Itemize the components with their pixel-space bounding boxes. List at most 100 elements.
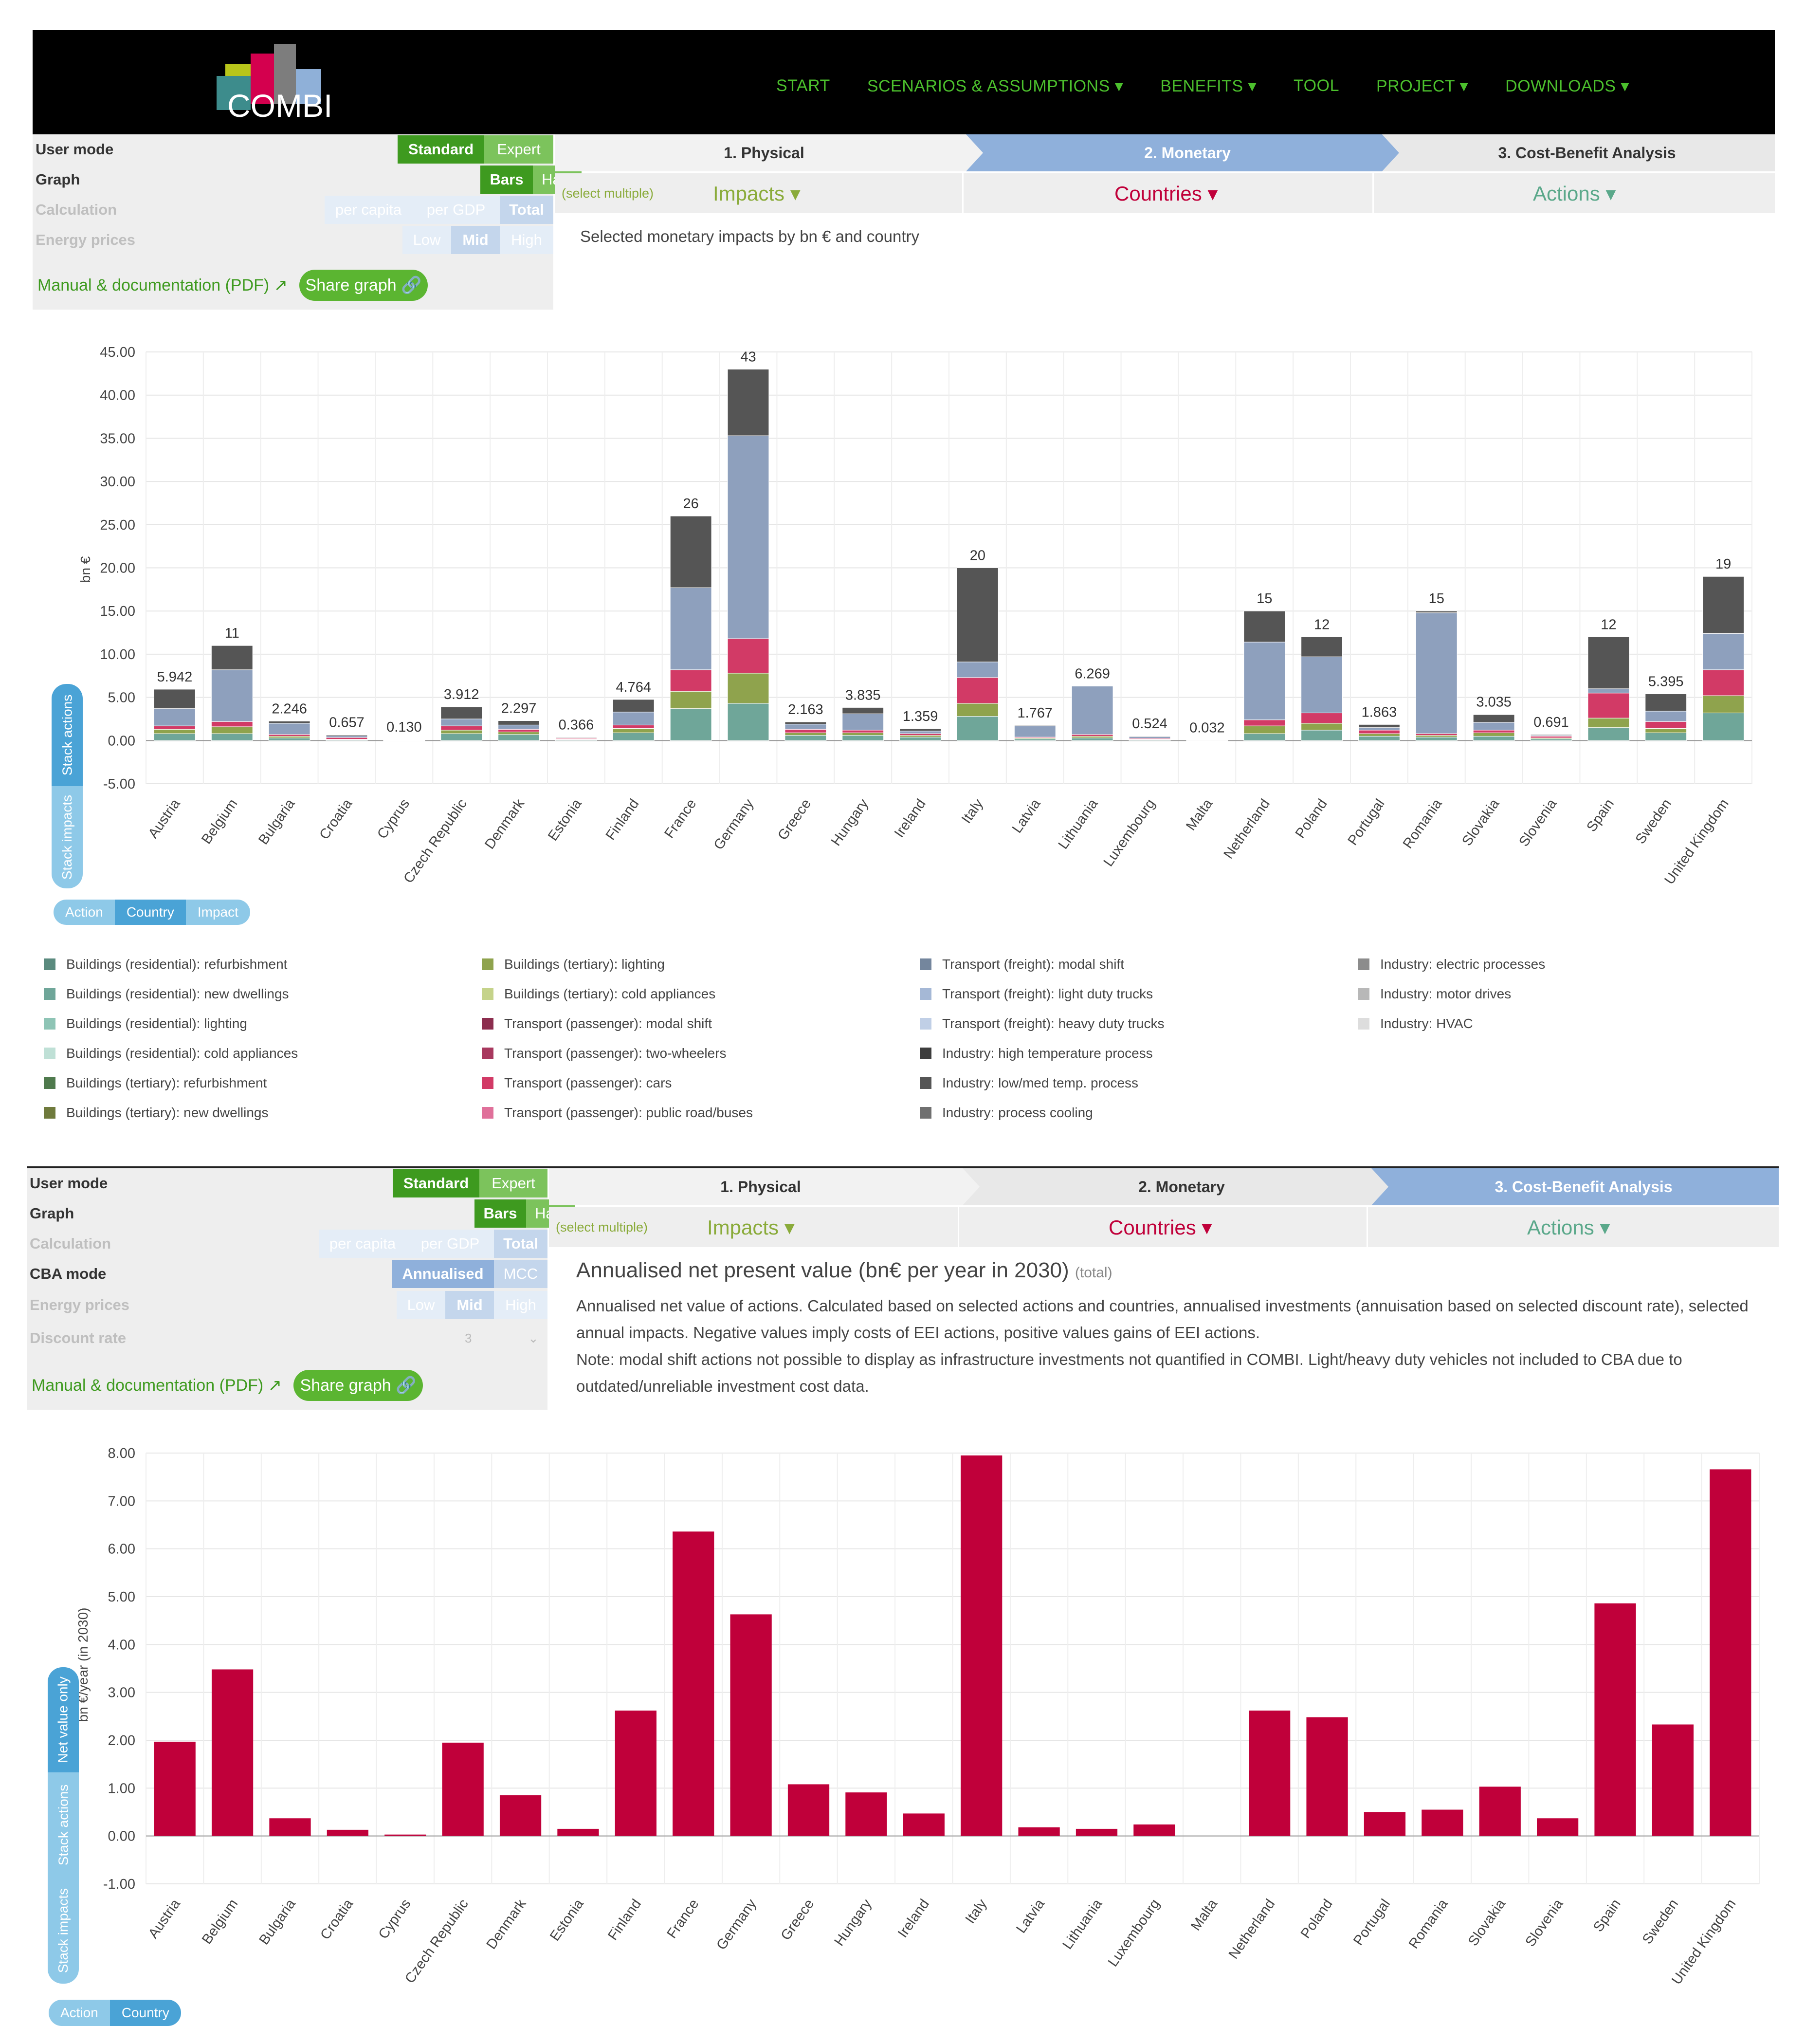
chart2-x-tick-label: United Kingdom bbox=[1669, 1897, 1739, 1988]
legend-item[interactable]: Industry: motor drives bbox=[1358, 986, 1511, 1002]
chart1-bar-segment bbox=[612, 728, 655, 733]
chart2-bar bbox=[1364, 1812, 1406, 1836]
legend-item[interactable]: Transport (passenger): cars bbox=[482, 1075, 672, 1091]
stack-impacts-button[interactable]: Stack impacts bbox=[52, 786, 83, 888]
stack-actions-button[interactable]: Stack actions bbox=[48, 1772, 79, 1878]
tab-monetary[interactable]: 2. Monetary bbox=[1144, 144, 1231, 162]
chart1-data-label: 2.297 bbox=[501, 700, 537, 716]
tab-physical[interactable]: 1. Physical bbox=[724, 144, 804, 162]
mcc-button[interactable]: MCC bbox=[494, 1260, 547, 1288]
countries-dropdown[interactable]: Countries ▾ bbox=[1109, 1215, 1212, 1239]
low-price-button[interactable]: Low bbox=[402, 226, 451, 254]
expert-button[interactable]: Expert bbox=[484, 135, 553, 164]
mid-price-button[interactable]: Mid bbox=[445, 1291, 494, 1319]
legend-item[interactable]: Buildings (residential): lighting bbox=[44, 1016, 247, 1031]
per-capita-button[interactable]: per capita bbox=[319, 1230, 406, 1258]
chart-annualised-npv: 8.00 7.00 6.00 5.00 4.00 3.00 2.00 1.00 0.00 -1.0… bbox=[75, 1446, 1760, 1988]
share-graph-button[interactable]: Share graph 🔗 bbox=[299, 270, 428, 301]
share-graph-button[interactable]: Share graph 🔗 bbox=[293, 1370, 423, 1401]
per-gdp-button[interactable]: per GDP bbox=[406, 1230, 494, 1258]
tab-physical[interactable]: 1. Physical bbox=[720, 1178, 801, 1196]
legend-item[interactable]: Industry: HVAC bbox=[1358, 1016, 1473, 1031]
countries-dropdown[interactable]: Countries ▾ bbox=[1114, 182, 1218, 205]
stack-actions-button[interactable]: Stack actions bbox=[52, 684, 83, 786]
impacts-dropdown[interactable]: Impacts ▾ bbox=[713, 182, 801, 205]
group-country-button[interactable]: Country bbox=[114, 900, 186, 925]
legend-item[interactable]: Industry: electric processes bbox=[1358, 957, 1545, 972]
energy-prices-label: Energy prices bbox=[30, 1296, 130, 1313]
chart1-bar-segment bbox=[842, 730, 884, 733]
legend-item[interactable]: Buildings (tertiary): cold appliances bbox=[482, 986, 715, 1002]
legend-item[interactable]: Buildings (tertiary): new dwellings bbox=[44, 1105, 269, 1121]
legend-label: Industry: high temperature process bbox=[942, 1046, 1153, 1061]
manual-link[interactable]: Manual & documentation (PDF) ↗ bbox=[32, 1376, 282, 1395]
impacts-dropdown[interactable]: Impacts ▾ bbox=[707, 1215, 795, 1239]
stack-impacts-button[interactable]: Stack impacts bbox=[48, 1878, 79, 1984]
total-button[interactable]: Total bbox=[494, 1230, 547, 1258]
chart2-x-tick-label: Malta bbox=[1188, 1896, 1221, 1934]
chart1-bar-segment bbox=[268, 720, 310, 724]
per-capita-button[interactable]: per capita bbox=[325, 196, 412, 224]
nav-tool[interactable]: TOOL bbox=[1294, 76, 1339, 95]
standard-button[interactable]: Standard bbox=[398, 135, 484, 164]
chart1-bar-segment bbox=[1071, 686, 1113, 735]
combi-logo[interactable]: COMBI bbox=[192, 39, 372, 131]
chart1-bar-segment bbox=[1243, 725, 1286, 734]
legend-item[interactable]: Buildings (residential): new dwellings bbox=[44, 986, 289, 1002]
legend-item[interactable]: Transport (passenger): two-wheelers bbox=[482, 1046, 726, 1061]
nav-downloads[interactable]: DOWNLOADS ▾ bbox=[1505, 77, 1629, 95]
chart1-bar-segment bbox=[727, 703, 769, 741]
manual-link[interactable]: Manual & documentation (PDF) ↗ bbox=[37, 276, 288, 295]
standard-button[interactable]: Standard bbox=[393, 1169, 479, 1197]
group-country-button[interactable]: Country bbox=[109, 2000, 181, 2026]
per-gdp-button[interactable]: per GDP bbox=[412, 196, 500, 224]
actions-dropdown[interactable]: Actions ▾ bbox=[1527, 1215, 1610, 1239]
chart2-x-tick-label: Slovakia bbox=[1465, 1896, 1509, 1949]
legend-item[interactable]: Industry: process cooling bbox=[920, 1105, 1093, 1121]
nav-project[interactable]: PROJECT ▾ bbox=[1376, 77, 1469, 95]
chart1-data-label: 2.246 bbox=[272, 701, 307, 717]
nav-start[interactable]: START bbox=[776, 76, 830, 95]
group-action-button[interactable]: Action bbox=[49, 2000, 110, 2026]
legend-item[interactable]: Transport (passenger): modal shift bbox=[482, 1016, 712, 1031]
graph-row: Graph Bars Halo bbox=[27, 1198, 575, 1229]
legend-item[interactable]: Industry: high temperature process bbox=[920, 1046, 1153, 1061]
high-price-button[interactable]: High bbox=[494, 1291, 547, 1319]
legend-item[interactable]: Transport (freight): modal shift bbox=[920, 957, 1124, 972]
expert-button[interactable]: Expert bbox=[479, 1169, 547, 1197]
legend-item[interactable]: Buildings (tertiary): refurbishment bbox=[44, 1075, 267, 1091]
tab-monetary[interactable]: 2. Monetary bbox=[1138, 1178, 1225, 1196]
legend-item[interactable]: Buildings (residential): refurbishment bbox=[44, 957, 287, 972]
nav-scenarios[interactable]: SCENARIOS & ASSUMPTIONS ▾ bbox=[867, 77, 1124, 95]
chart1-bar-segment bbox=[842, 713, 884, 731]
chart1-x-tick-label: United Kingdom bbox=[1661, 796, 1732, 887]
tab-cba[interactable]: 3. Cost-Benefit Analysis bbox=[1498, 144, 1676, 162]
chart1-bar-segment bbox=[440, 706, 483, 719]
legend-item[interactable]: Transport (freight): light duty trucks bbox=[920, 986, 1153, 1002]
net-value-only-button[interactable]: Net value only bbox=[48, 1667, 79, 1772]
chart1-bar-segment bbox=[1530, 734, 1572, 736]
tab-cba[interactable]: 3. Cost-Benefit Analysis bbox=[1495, 1178, 1673, 1196]
legend-item[interactable]: Transport (passenger): public road/buses bbox=[482, 1105, 753, 1121]
chart2-note: Note: modal shift actions not possible t… bbox=[576, 1350, 1682, 1395]
actions-dropdown[interactable]: Actions ▾ bbox=[1533, 182, 1616, 205]
tab-bg-physical bbox=[549, 1168, 980, 1205]
legend-item[interactable]: Transport (freight): heavy duty trucks bbox=[920, 1016, 1164, 1031]
legend-item[interactable]: Industry: low/med temp. process bbox=[920, 1075, 1138, 1091]
annualised-button[interactable]: Annualised bbox=[392, 1260, 494, 1288]
discount-rate-select[interactable]: 3 bbox=[465, 1330, 472, 1345]
mid-price-button[interactable]: Mid bbox=[451, 226, 500, 254]
bars-button[interactable]: Bars bbox=[480, 166, 533, 194]
high-price-button[interactable]: High bbox=[500, 226, 553, 254]
total-button[interactable]: Total bbox=[500, 196, 553, 224]
bars-button[interactable]: Bars bbox=[474, 1199, 526, 1228]
legend-label: Buildings (tertiary): new dwellings bbox=[66, 1105, 269, 1120]
chart1-bar-segment bbox=[268, 734, 310, 737]
legend-item[interactable]: Buildings (residential): cold appliances bbox=[44, 1046, 298, 1061]
group-action-button[interactable]: Action bbox=[54, 900, 115, 925]
group-impact-button[interactable]: Impact bbox=[185, 900, 250, 925]
legend-item[interactable]: Buildings (tertiary): lighting bbox=[482, 957, 665, 972]
energy-prices-row: Energy prices Low Mid High bbox=[33, 225, 553, 255]
nav-benefits[interactable]: BENEFITS ▾ bbox=[1160, 77, 1257, 95]
low-price-button[interactable]: Low bbox=[397, 1291, 445, 1319]
